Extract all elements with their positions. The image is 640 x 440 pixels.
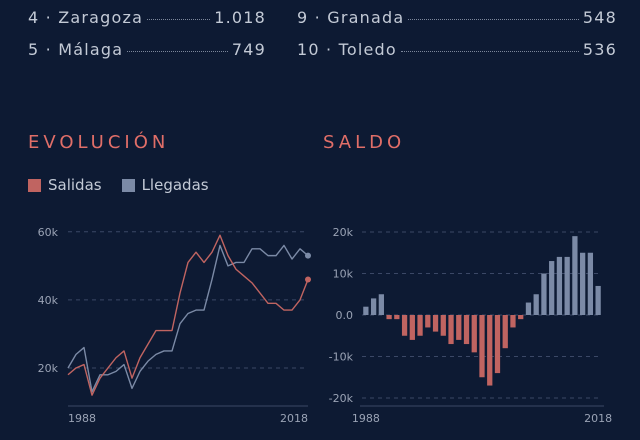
saldo-bar [456, 315, 462, 340]
legend-label-llegadas: Llegadas [141, 176, 209, 194]
leader-dots [400, 51, 579, 52]
saldo-bar [479, 315, 485, 378]
legend-item-salidas[interactable]: Salidas [28, 176, 102, 194]
saldo-bar [378, 294, 384, 315]
saldo-title: SALDO [323, 132, 406, 153]
leader-dots [408, 19, 579, 20]
saldo-bar [564, 256, 570, 315]
y-tick-label: 0.0 [336, 309, 354, 322]
saldo-bar [463, 315, 470, 345]
ranking-value: 749 [231, 40, 266, 59]
saldo-bar [409, 315, 415, 340]
saldo-bar [525, 302, 532, 315]
saldo-bar [572, 236, 578, 315]
saldo-bar [363, 306, 369, 315]
salidas-swatch [28, 178, 41, 192]
saldo-bar [502, 315, 508, 349]
series-end-point-llegadas [305, 252, 311, 259]
saldo-bar [425, 315, 431, 328]
saldo-bar [432, 315, 439, 332]
ranking-label: 4 · Zaragoza [28, 8, 144, 27]
saldo-bar [494, 315, 501, 374]
saldo-bar [471, 315, 477, 353]
ranking-value: 548 [582, 8, 617, 27]
saldo-bar [370, 298, 377, 315]
saldo-bar [401, 315, 408, 336]
series-line-salidas [67, 234, 309, 396]
saldo-bar [595, 285, 601, 315]
ranking-label: 10 · Toledo [297, 40, 397, 59]
saldo-bar [386, 315, 392, 320]
saldo-bar [533, 294, 539, 315]
leader-dots [147, 19, 211, 20]
saldo-bar [440, 315, 446, 336]
y-tick-label: 60k [38, 226, 59, 239]
saldo-bar [487, 315, 493, 386]
chart-legend: Salidas Llegadas [28, 176, 229, 194]
saldo-bar [510, 315, 516, 328]
y-tick-label: 20k [333, 226, 354, 239]
saldo-bar [580, 252, 586, 315]
x-tick-label: 1988 [352, 412, 380, 425]
series-line-llegadas [67, 244, 309, 393]
y-tick-label: 40k [38, 294, 59, 307]
y-tick-label: 10k [333, 268, 354, 281]
llegadas-swatch [121, 178, 135, 192]
ranking-value: 1.018 [214, 8, 266, 27]
saldo-bar [541, 273, 547, 315]
legend-label-salidas: Salidas [48, 176, 102, 194]
saldo-bar [587, 252, 594, 315]
ranking-item-10: 10 · Toledo 536 [297, 40, 617, 64]
saldo-bar [549, 261, 555, 315]
saldo-bar [518, 315, 524, 320]
saldo-bar-chart: 20k 10k 0.0 -10k -20k 1988 2018 [329, 226, 612, 425]
y-tick-label: -20k [329, 392, 354, 405]
legend-item-llegadas[interactable]: Llegadas [121, 176, 209, 194]
saldo-bar [417, 315, 423, 336]
ranking-value: 536 [582, 40, 617, 59]
saldo-bar [448, 315, 454, 345]
y-tick-label: -10k [329, 351, 354, 364]
ranking-label: 5 · Málaga [28, 40, 124, 59]
y-tick-label: 20k [38, 362, 59, 375]
evolucion-line-chart: 20k 40k 60k 1988 2018 [38, 226, 311, 425]
ranking-item-5: 5 · Málaga 749 [28, 40, 266, 64]
ranking-label: 9 · Granada [297, 8, 405, 27]
leader-dots [127, 51, 228, 52]
series-end-point-salidas [305, 276, 311, 283]
ranking-item-9: 9 · Granada 548 [297, 8, 617, 32]
saldo-bar [556, 256, 563, 315]
saldo-bar [394, 315, 400, 320]
ranking-item-4: 4 · Zaragoza 1.018 [28, 8, 266, 32]
evolucion-title: EVOLUCIÓN [28, 132, 170, 153]
x-tick-label: 2018 [280, 412, 308, 425]
x-tick-label: 1988 [68, 412, 96, 425]
x-tick-label: 2018 [584, 412, 612, 425]
